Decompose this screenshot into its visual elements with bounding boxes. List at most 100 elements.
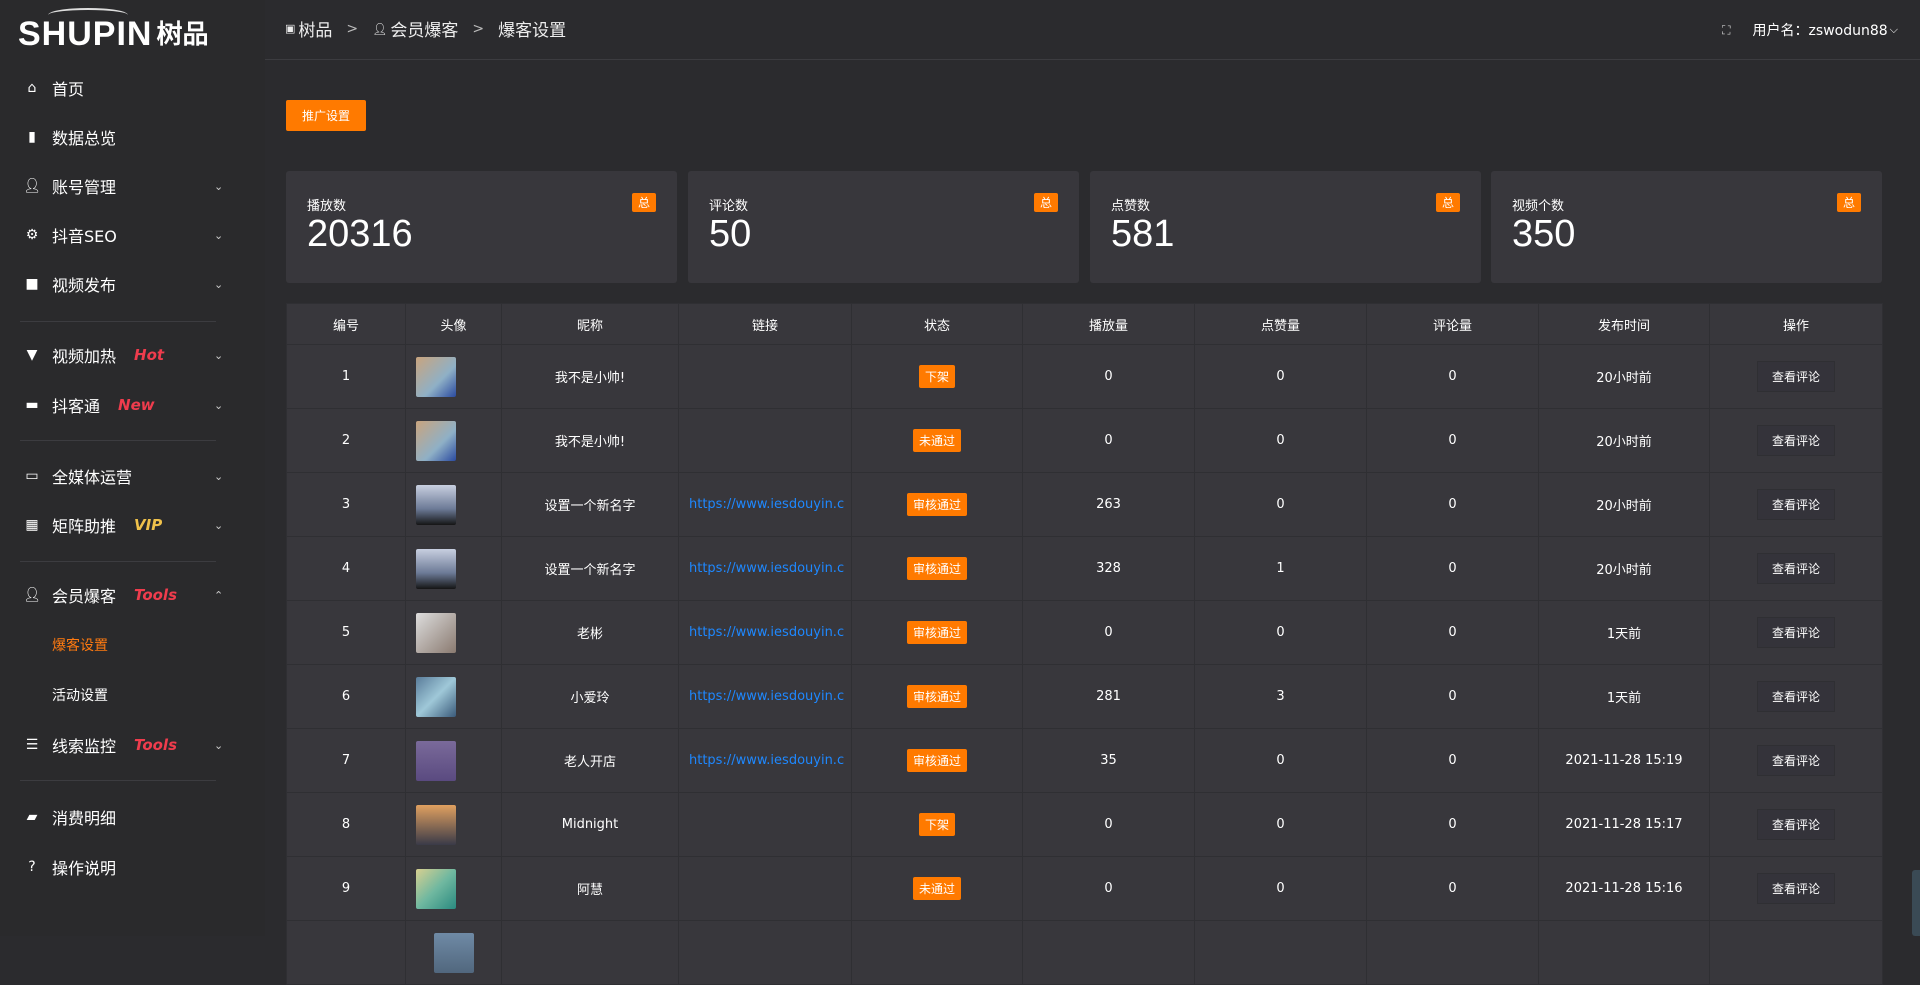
stat-badge: 总 xyxy=(1435,193,1460,212)
stat-value: 50 xyxy=(709,213,752,255)
floating-widget[interactable] xyxy=(1912,870,1920,936)
sidebar-divider xyxy=(20,780,216,781)
sidebar-item-label: 会员爆客 xyxy=(52,587,117,606)
sidebar-item-label: 矩阵助推 xyxy=(52,517,117,536)
cell-likes: 0 xyxy=(1194,792,1367,857)
breadcrumb-separator: > xyxy=(472,20,485,37)
cell-time: 1天前 xyxy=(1538,664,1710,729)
cell-time: 20小时前 xyxy=(1538,344,1710,409)
sidebar-item-0[interactable]: ⌂ 首页 xyxy=(0,68,265,108)
status-badge: 审核通过 xyxy=(906,493,967,516)
grid-icon: ▦ xyxy=(25,517,39,533)
logo[interactable]: SHUPIN 树品 xyxy=(18,8,209,52)
column-header: 链接 xyxy=(678,303,852,345)
view-comments-button[interactable]: 查看评论 xyxy=(1756,553,1835,584)
promo-settings-button[interactable]: 推广设置 xyxy=(286,100,366,131)
view-comments-button[interactable]: 查看评论 xyxy=(1756,361,1835,392)
cell-nickname: 我不是小帅! xyxy=(501,408,679,473)
avatar xyxy=(416,740,456,781)
cell-comments: 0 xyxy=(1366,664,1539,729)
cell-nickname: Midnight xyxy=(501,792,679,857)
cell-time: 1天前 xyxy=(1538,600,1710,665)
view-comments-button[interactable]: 查看评论 xyxy=(1756,681,1835,712)
sidebar-item-9[interactable]: 👤︎ 会员爆客 Tools ⌃ xyxy=(0,575,265,615)
avatar xyxy=(416,804,456,845)
cell-likes: 0 xyxy=(1194,472,1367,537)
view-comments-button[interactable]: 查看评论 xyxy=(1756,425,1835,456)
cell-plays: 0 xyxy=(1022,856,1195,921)
fullscreen-icon[interactable]: ⛶ xyxy=(1722,22,1731,37)
sidebar-item-8[interactable]: ▦ 矩阵助推 VIP ⌄ xyxy=(0,505,265,545)
column-header: 状态 xyxy=(851,303,1023,345)
sidebar-item-3[interactable]: ⚙ 抖音SEO ⌄ xyxy=(0,215,265,255)
chevron-icon: ⌄ xyxy=(214,518,224,532)
stat-value: 350 xyxy=(1512,213,1576,255)
sliders-icon: ☰ xyxy=(25,737,39,753)
chevron-icon: ⌄ xyxy=(214,277,224,291)
sidebar-tag: New xyxy=(118,396,155,414)
sidebar-divider xyxy=(20,321,216,322)
sidebar-item-2[interactable]: 👤︎ 账号管理 ⌄ xyxy=(0,166,265,206)
sidebar-item-5[interactable]: ▼ 视频加热 Hot ⌄ xyxy=(0,335,265,375)
sidebar: SHUPIN 树品 ⌂ 首页 ▮ 数据总览 👤︎ 账号管理 ⌄ ⚙ 抖音SEO … xyxy=(0,0,265,936)
chevron-down-icon[interactable]: ⌵ xyxy=(1889,23,1898,36)
stat-label: 评论数 xyxy=(709,199,749,214)
column-header: 操作 xyxy=(1709,303,1883,345)
status-badge: 审核通过 xyxy=(906,621,967,644)
video-link[interactable]: https://www.iesdouyin.c xyxy=(689,625,845,640)
video-link[interactable]: https://www.iesdouyin.c xyxy=(689,753,845,768)
cell-comments: 0 xyxy=(1366,408,1539,473)
avatar xyxy=(416,356,456,397)
sidebar-item-10[interactable]: ☰ 线索监控 Tools ⌄ xyxy=(0,725,265,765)
view-comments-button[interactable]: 查看评论 xyxy=(1756,489,1835,520)
view-comments-button[interactable]: 查看评论 xyxy=(1756,617,1835,648)
sidebar-item-label: 全媒体运营 xyxy=(52,468,133,487)
sidebar-item-1[interactable]: ▮ 数据总览 xyxy=(0,117,265,157)
video-link[interactable]: https://www.iesdouyin.c xyxy=(689,561,845,576)
cell-nickname: 老彬 xyxy=(501,600,679,665)
table-row: 5 老彬 https://www.iesdouyin.c 审核通过 0 0 0 … xyxy=(286,600,1883,665)
avatar xyxy=(416,420,456,461)
stat-label: 视频个数 xyxy=(1512,199,1565,214)
avatar xyxy=(416,548,456,589)
sidebar-subitem-1[interactable]: 活动设置 xyxy=(52,688,108,704)
user-menu[interactable]: 用户名：zswodun88 xyxy=(1752,23,1888,39)
sidebar-item-12[interactable]: ? 操作说明 xyxy=(0,847,265,887)
logo-cn: 树品 xyxy=(156,20,209,50)
view-comments-button[interactable]: 查看评论 xyxy=(1756,873,1835,904)
breadcrumb-item-member[interactable]: 会员爆客 xyxy=(390,21,459,41)
table-row-partial xyxy=(286,920,1883,985)
view-comments-button[interactable]: 查看评论 xyxy=(1756,745,1835,776)
cell-time: 20小时前 xyxy=(1538,536,1710,601)
breadcrumb-item-home[interactable]: 树品 xyxy=(298,21,333,41)
breadcrumb-separator: > xyxy=(346,20,359,37)
status-badge: 审核通过 xyxy=(906,749,967,772)
cell-time: 20小时前 xyxy=(1538,472,1710,537)
sidebar-item-11[interactable]: ▰ 消费明细 xyxy=(0,797,265,837)
cell-plays: 0 xyxy=(1022,344,1195,409)
stat-value: 20316 xyxy=(307,213,413,255)
stat-badge: 总 xyxy=(631,193,656,212)
cell-plays: 281 xyxy=(1022,664,1195,729)
cell-likes: 0 xyxy=(1194,600,1367,665)
video-link[interactable]: https://www.iesdouyin.c xyxy=(689,497,845,512)
cell-id: 8 xyxy=(286,792,406,857)
sidebar-tag: Tools xyxy=(134,586,177,604)
video-link[interactable]: https://www.iesdouyin.c xyxy=(689,689,845,704)
stat-card: 评论数 50 总 xyxy=(688,171,1079,283)
sidebar-item-6[interactable]: ▬ 抖客通 New ⌄ xyxy=(0,385,265,425)
avatar xyxy=(416,612,456,653)
chevron-icon: ⌄ xyxy=(214,398,224,412)
table-row: 9 阿慧 未通过 0 0 0 2021-11-28 15:16 查看评论 xyxy=(286,856,1883,921)
table-row: 4 设置一个新名字 https://www.iesdouyin.c 审核通过 3… xyxy=(286,536,1883,601)
stat-card: 播放数 20316 总 xyxy=(286,171,677,283)
column-header: 编号 xyxy=(286,303,406,345)
sidebar-item-4[interactable]: ■ 视频发布 ⌄ xyxy=(0,264,265,304)
cell-time: 2021-11-28 15:19 xyxy=(1538,728,1710,793)
sidebar-item-label: 视频加热 xyxy=(52,347,117,366)
header: ▣ 树品 > 👤︎ 会员爆客 > 爆客设置 ⛶ 用户名：zswodun88 ⌵ xyxy=(265,0,1920,60)
sidebar-item-7[interactable]: ▭ 全媒体运营 ⌄ xyxy=(0,456,265,496)
sidebar-subitem-0[interactable]: 爆客设置 xyxy=(52,638,108,654)
cell-plays: 0 xyxy=(1022,600,1195,665)
view-comments-button[interactable]: 查看评论 xyxy=(1756,809,1835,840)
